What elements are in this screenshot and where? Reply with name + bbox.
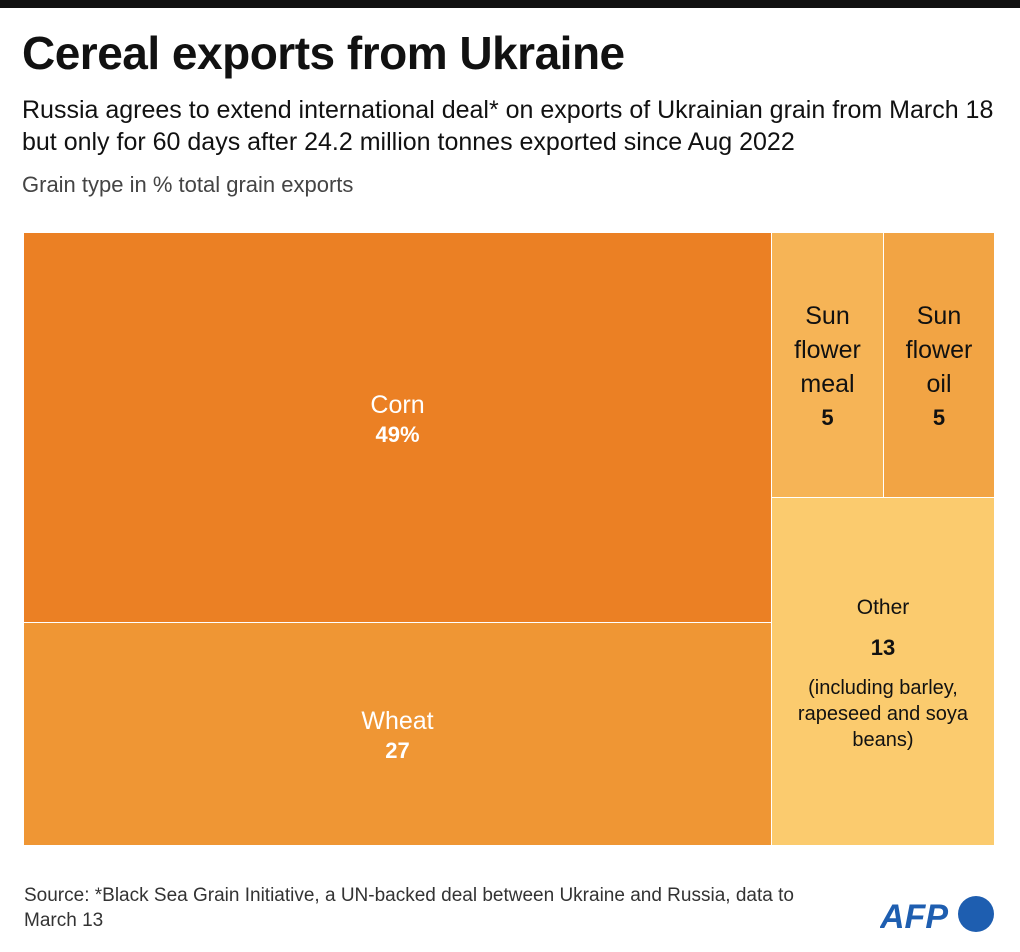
chart-subtitle: Russia agrees to extend international de… xyxy=(22,96,994,156)
cell-sunflower-meal: Sun flower meal 5 xyxy=(772,233,883,497)
cell-label: Corn xyxy=(370,390,425,419)
chart-title: Cereal exports from Ukraine xyxy=(22,27,625,79)
cell-value: 5 xyxy=(821,405,834,430)
cell-label: Wheat xyxy=(361,707,434,735)
cell-label: Sun flower meal xyxy=(794,302,861,398)
svg-text:AFP: AFP xyxy=(880,898,948,935)
cell-other: Other 13 (including barley, rapeseed and… xyxy=(772,498,994,845)
treemap: Corn 49% Wheat 27 Sun flower meal 5 Sun … xyxy=(24,233,994,845)
source-note: Source: *Black Sea Grain Initiative, a U… xyxy=(24,885,794,931)
cell-value: 5 xyxy=(932,405,946,430)
cell-value: 27 xyxy=(385,738,410,763)
cell-sunflower-oil: Sun flower oil 5 xyxy=(884,233,994,497)
top-bar xyxy=(0,0,1020,8)
cell-label: Sun flower oil xyxy=(905,302,973,398)
cell-corn: Corn 49% xyxy=(24,233,771,622)
cell-value: 13 xyxy=(870,634,896,660)
cell-wheat: Wheat 27 xyxy=(24,623,771,845)
cell-label: Other xyxy=(856,595,910,619)
afp-logo: AFP xyxy=(879,895,996,940)
cell-value: 49% xyxy=(375,421,420,447)
cell-note: (including barley, rapeseed and soya bea… xyxy=(797,676,969,751)
unit-label: Grain type in % total grain exports xyxy=(22,172,354,197)
